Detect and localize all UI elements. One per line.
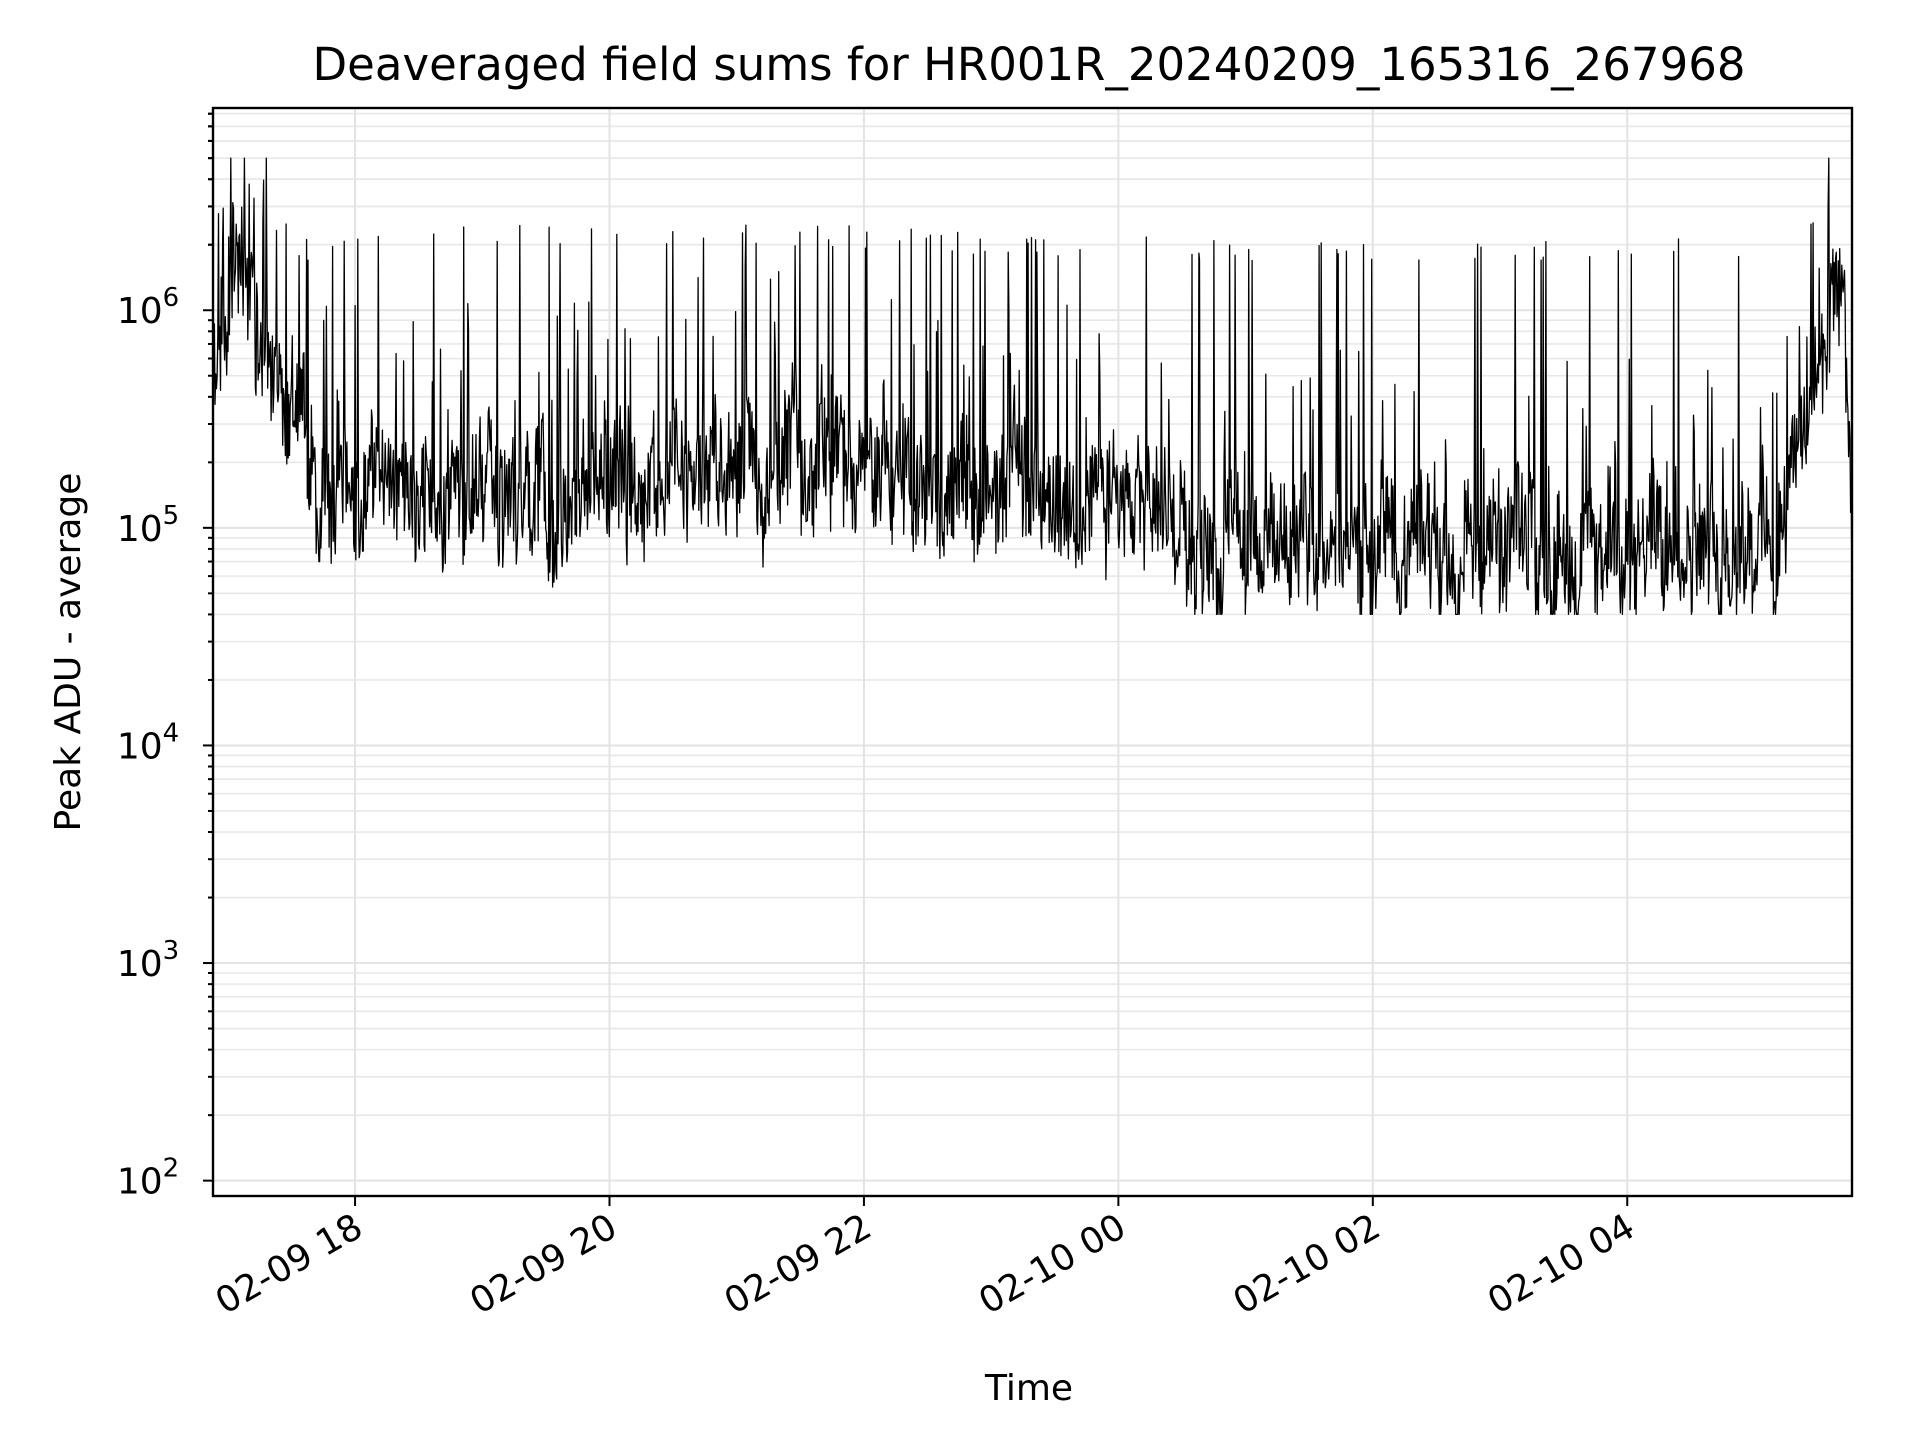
y-tick-label: 103: [117, 936, 179, 985]
y-tick-label: 104: [117, 718, 179, 767]
y-tick-label: 102: [117, 1154, 179, 1203]
y-axis-label: Peak ADU - average: [48, 473, 89, 832]
series-layer: [212, 157, 1853, 616]
y-tick-label: 106: [117, 283, 179, 332]
y-tick-label: 105: [117, 501, 179, 550]
plot-frame: [211, 106, 1854, 1198]
x-axis-label: Time: [984, 1368, 1073, 1409]
grid-layer: [213, 108, 1852, 1196]
chart-title: Deaveraged field sums for HR001R_2024020…: [313, 38, 1746, 91]
peak-adu-series-line: [212, 157, 1853, 616]
